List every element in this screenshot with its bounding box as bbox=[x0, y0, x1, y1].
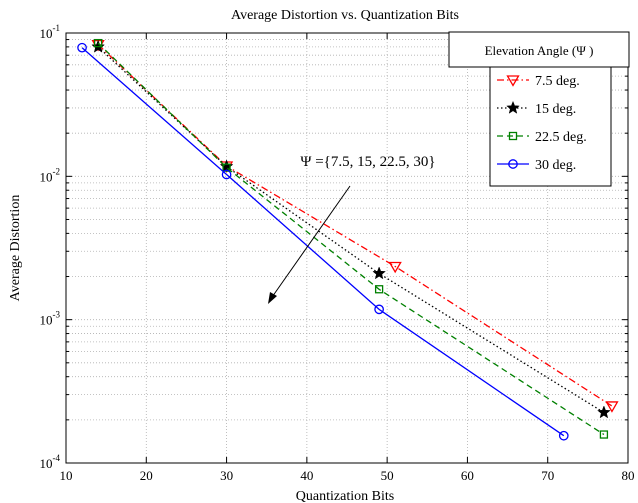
legend-label: 22.5 deg. bbox=[535, 130, 587, 145]
y-axis-label: Average Distortion bbox=[8, 195, 23, 302]
data-point bbox=[374, 285, 384, 294]
x-tick-label: 20 bbox=[140, 468, 153, 483]
plot-frame bbox=[65, 32, 629, 464]
y-tick-label: 10-4 bbox=[40, 453, 61, 471]
data-point bbox=[597, 405, 611, 419]
legend-entry: 30 deg. bbox=[497, 158, 576, 173]
y-tick-label: 10-3 bbox=[40, 310, 61, 328]
legend-marker bbox=[506, 75, 520, 87]
data-point bbox=[221, 169, 232, 180]
x-axis-label: Quantization Bits bbox=[296, 489, 394, 503]
series-15-deg bbox=[91, 39, 611, 419]
x-tick-label: 30 bbox=[220, 468, 233, 483]
series-30-deg bbox=[77, 42, 569, 441]
data-point bbox=[374, 304, 384, 315]
legend-entry: 15 deg. bbox=[497, 100, 576, 117]
data-point bbox=[219, 159, 234, 173]
y-tick-label: 10-2 bbox=[40, 166, 61, 184]
series-line bbox=[97, 46, 605, 414]
data-point bbox=[372, 266, 386, 280]
data-point bbox=[605, 401, 619, 413]
series-22-5-deg bbox=[93, 38, 609, 439]
legend-label: 7.5 deg. bbox=[535, 74, 580, 89]
series-line bbox=[97, 44, 613, 407]
x-tick-label: 40 bbox=[300, 468, 313, 483]
series-line bbox=[81, 47, 565, 437]
annotation-text: Ψ ={7.5, 15, 22.5, 30} bbox=[300, 154, 435, 170]
data-point bbox=[93, 38, 103, 48]
series-layer bbox=[77, 38, 619, 441]
x-tick-label: 10 bbox=[60, 468, 73, 483]
legend-entry: 22.5 deg. bbox=[497, 130, 587, 145]
data-point bbox=[599, 430, 609, 439]
chart-title: Average Distortion vs. Quantization Bits bbox=[231, 8, 459, 23]
legend-box bbox=[489, 66, 612, 187]
data-point bbox=[558, 430, 569, 441]
legend-label: 30 deg. bbox=[535, 158, 576, 173]
data-point bbox=[388, 261, 402, 274]
x-tick-label: 50 bbox=[381, 468, 394, 483]
x-tick-label: 70 bbox=[541, 468, 554, 483]
y-tick-label: 10-1 bbox=[40, 23, 61, 41]
legend-label: 15 deg. bbox=[535, 102, 576, 117]
annotation-arrowhead bbox=[268, 292, 277, 304]
legend-marker bbox=[508, 159, 518, 169]
legend-title: Elevation Angle (Ψ ) bbox=[485, 43, 594, 58]
annotation: Ψ ={7.5, 15, 22.5, 30} bbox=[268, 154, 436, 304]
data-point bbox=[77, 42, 87, 53]
legend-marker bbox=[508, 131, 518, 141]
data-point bbox=[222, 163, 231, 172]
legend-marker bbox=[506, 100, 520, 114]
x-tick-label: 80 bbox=[622, 468, 635, 483]
x-tick-label: 60 bbox=[461, 468, 474, 483]
legend: Elevation Angle (Ψ ) 7.5 deg. 15 deg. 22.5… bbox=[448, 31, 630, 187]
legend-items: 7.5 deg. 15 deg. 22.5 deg. 30 deg. bbox=[497, 74, 587, 173]
legend-entry: 7.5 deg. bbox=[497, 74, 580, 89]
annotation-arrow bbox=[269, 185, 351, 301]
